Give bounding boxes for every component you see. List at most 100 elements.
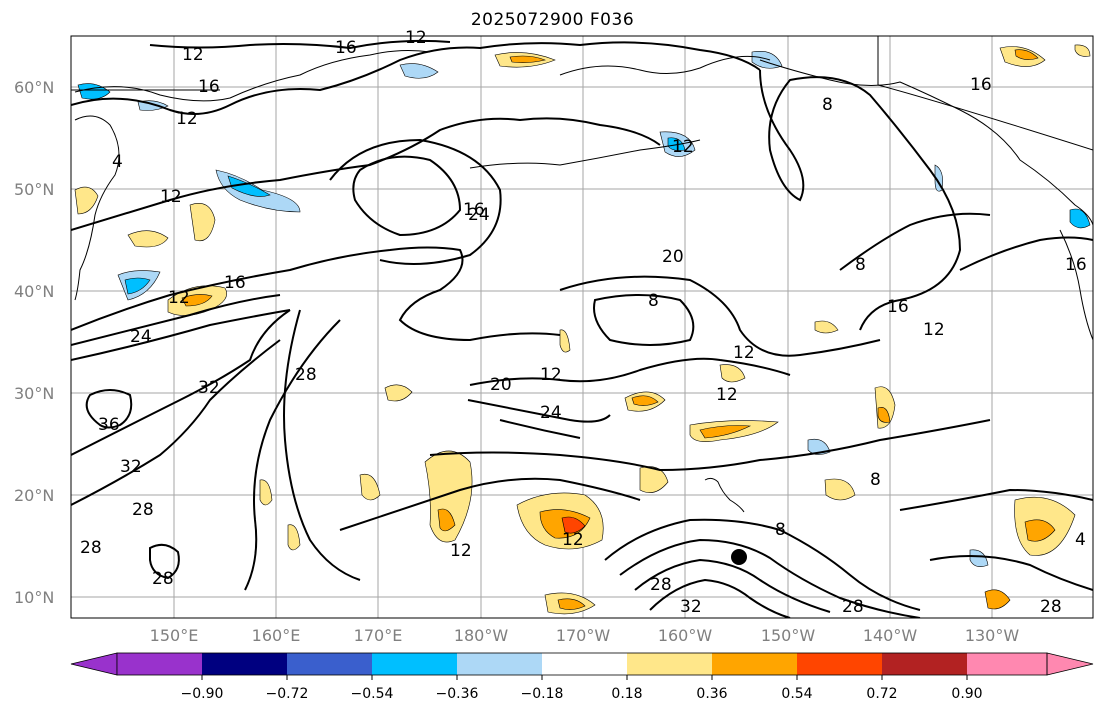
- contour-label: 12: [182, 45, 204, 65]
- colorbar-bin: [202, 653, 287, 675]
- contour-label: 36: [98, 415, 120, 435]
- shade-blob: [259, 479, 273, 506]
- colorbar-bin: [967, 653, 1047, 675]
- colorbar-tick-label: 0.18: [611, 686, 643, 702]
- lon-label: 180°W: [453, 626, 509, 645]
- colorbar-ticks: [201, 675, 968, 680]
- colorbar-tick-label: 0.72: [866, 686, 898, 702]
- contour-line: [559, 275, 881, 357]
- colorbar-bin: [882, 653, 967, 675]
- colorbar-tick-label: 0.90: [951, 686, 983, 702]
- contour-label: 20: [662, 247, 684, 267]
- boundaries: [71, 36, 879, 91]
- shade-blob: [124, 277, 151, 295]
- lon-label: 140°W: [862, 626, 918, 645]
- plot-frame: [70, 35, 1094, 619]
- contours: [71, 39, 1093, 618]
- shade-blob: [1024, 519, 1056, 542]
- contour-label: 8: [855, 255, 866, 275]
- contour-label: 16: [970, 75, 992, 95]
- contour-line: [244, 319, 341, 591]
- contour-line: [604, 518, 921, 611]
- lon-label: 160°E: [251, 626, 301, 645]
- contour-label: 28: [132, 500, 154, 520]
- colorbar-tick-label: 0.36: [696, 686, 728, 702]
- contour-label: 12: [540, 365, 562, 385]
- coast-alaska: [759, 59, 1093, 226]
- shade-blob: [751, 51, 783, 69]
- shade-blob: [287, 524, 301, 551]
- contour-line: [71, 117, 661, 231]
- contour-line: [634, 558, 831, 613]
- colorbar-bin: [712, 653, 797, 675]
- colorbar: [70, 652, 1094, 680]
- contour-line: [429, 419, 991, 472]
- shade-blob: [561, 516, 586, 534]
- contour-label: 12: [160, 187, 182, 207]
- contour-label: 12: [716, 385, 738, 405]
- contour-label: 12: [450, 541, 472, 561]
- lat-label: 30°N: [14, 384, 55, 403]
- contour-label: 8: [870, 470, 881, 490]
- contour-line: [593, 294, 695, 346]
- contour-label: 28: [842, 597, 864, 617]
- contour-label: 12: [562, 530, 584, 550]
- coastlines: [74, 36, 1093, 513]
- contour-label: 16: [887, 297, 909, 317]
- contour-label: 16: [335, 38, 357, 58]
- shade-blob: [814, 320, 839, 334]
- contour-label: 24: [130, 327, 152, 347]
- shade-blob: [1014, 49, 1039, 60]
- contour-label: 32: [680, 597, 702, 617]
- colorbar-bin: [287, 653, 372, 675]
- contour-label: 28: [1040, 597, 1062, 617]
- contour-label: 12: [672, 137, 694, 157]
- colorbar-bin: [457, 653, 542, 675]
- contour-line: [85, 389, 133, 429]
- contour-line: [839, 212, 991, 271]
- coast-chukotka: [559, 55, 771, 76]
- contour-line: [71, 41, 761, 115]
- contour-label: 4: [112, 152, 123, 172]
- colorbar-bin: [797, 653, 882, 675]
- contour-label: 12: [405, 28, 427, 48]
- shade-blob: [667, 137, 686, 151]
- lon-label: 150°W: [760, 626, 816, 645]
- shade-blob: [699, 425, 752, 439]
- coast-west-us: [1059, 229, 1093, 341]
- contour-label: 12: [168, 288, 190, 308]
- contour-line: [71, 309, 291, 456]
- contour-label: 8: [648, 291, 659, 311]
- shade-blob: [719, 364, 746, 383]
- shade-blob: [631, 395, 659, 406]
- shade-blob: [384, 384, 413, 402]
- contour-label: 28: [80, 538, 102, 558]
- colorbar-bin: [627, 653, 712, 675]
- contour-line: [619, 538, 921, 618]
- contour-label: 32: [198, 378, 220, 398]
- contour-line: [899, 488, 1093, 511]
- lat-label: 10°N: [14, 588, 55, 607]
- contour-line: [649, 578, 791, 618]
- contour-line: [71, 294, 281, 346]
- contour-line: [352, 155, 462, 237]
- lon-label: 130°W: [964, 626, 1020, 645]
- contour-line: [467, 399, 611, 423]
- shade-blob: [437, 508, 456, 532]
- shade-blob: [1074, 44, 1091, 57]
- shade-blob: [969, 549, 989, 567]
- contour-line: [71, 309, 291, 361]
- contour-line: [469, 357, 791, 386]
- colorbar-frame: [116, 652, 1048, 676]
- contour-label: 16: [198, 77, 220, 97]
- lat-label: 50°N: [14, 180, 55, 199]
- shade-blob: [127, 230, 169, 248]
- lat-label: 20°N: [14, 486, 55, 505]
- contour-label: 20: [490, 375, 512, 395]
- contour-line: [339, 477, 641, 531]
- coast-canada-line: [877, 36, 1093, 151]
- shade-blob: [509, 55, 546, 63]
- contour-labels: 12 16 12 16 12 4 12 12 16 24 32 36 32 28…: [80, 28, 1087, 617]
- map-title: 2025072900 F036: [470, 10, 635, 30]
- contour-label: 8: [775, 520, 786, 540]
